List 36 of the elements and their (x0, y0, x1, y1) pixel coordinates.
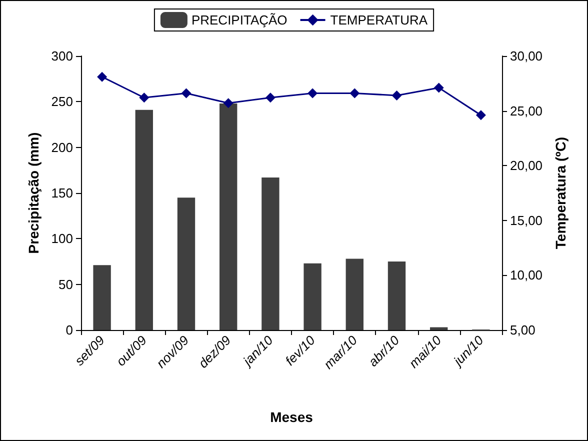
bar (220, 103, 238, 330)
point (476, 110, 486, 120)
bar (135, 110, 153, 330)
bar (304, 263, 322, 330)
bar (177, 198, 196, 330)
point (308, 88, 318, 98)
y-tick-label: 300 (51, 48, 73, 64)
point (223, 98, 234, 108)
point (392, 90, 402, 100)
y-tick-label: 200 (51, 140, 73, 155)
y-tick-label: 100 (51, 231, 73, 246)
point (265, 92, 276, 103)
point (139, 92, 150, 103)
point (350, 88, 360, 98)
y2-tick-label: 25,00 (510, 103, 543, 118)
bar (388, 262, 406, 330)
y-tick-label: 0 (66, 322, 73, 338)
bar (262, 177, 280, 330)
y2-axis-title: Temperatura (ºC) (552, 136, 568, 250)
legend-label: PRECIPITAÇÃO (191, 12, 288, 28)
y-tick-label: 150 (51, 186, 73, 200)
x-axis-title: Meses (270, 409, 314, 425)
y2-tick-label: 10,00 (510, 268, 543, 283)
y2-tick-label: 5,00 (510, 322, 536, 338)
y2-tick-label: 30,00 (510, 48, 543, 64)
point (97, 72, 108, 82)
point (434, 82, 444, 93)
y2-tick-label: 20,00 (510, 158, 543, 174)
legend-label: TEMPERATURA (330, 12, 428, 28)
y-axis-title: Precipitação (mm) (25, 132, 42, 254)
bar (346, 258, 364, 330)
y-tick-label: 50 (58, 276, 73, 292)
y2-tick-label: 15,00 (510, 212, 543, 228)
point (181, 88, 192, 98)
bar (93, 265, 111, 330)
y-tick-label: 250 (51, 94, 73, 110)
